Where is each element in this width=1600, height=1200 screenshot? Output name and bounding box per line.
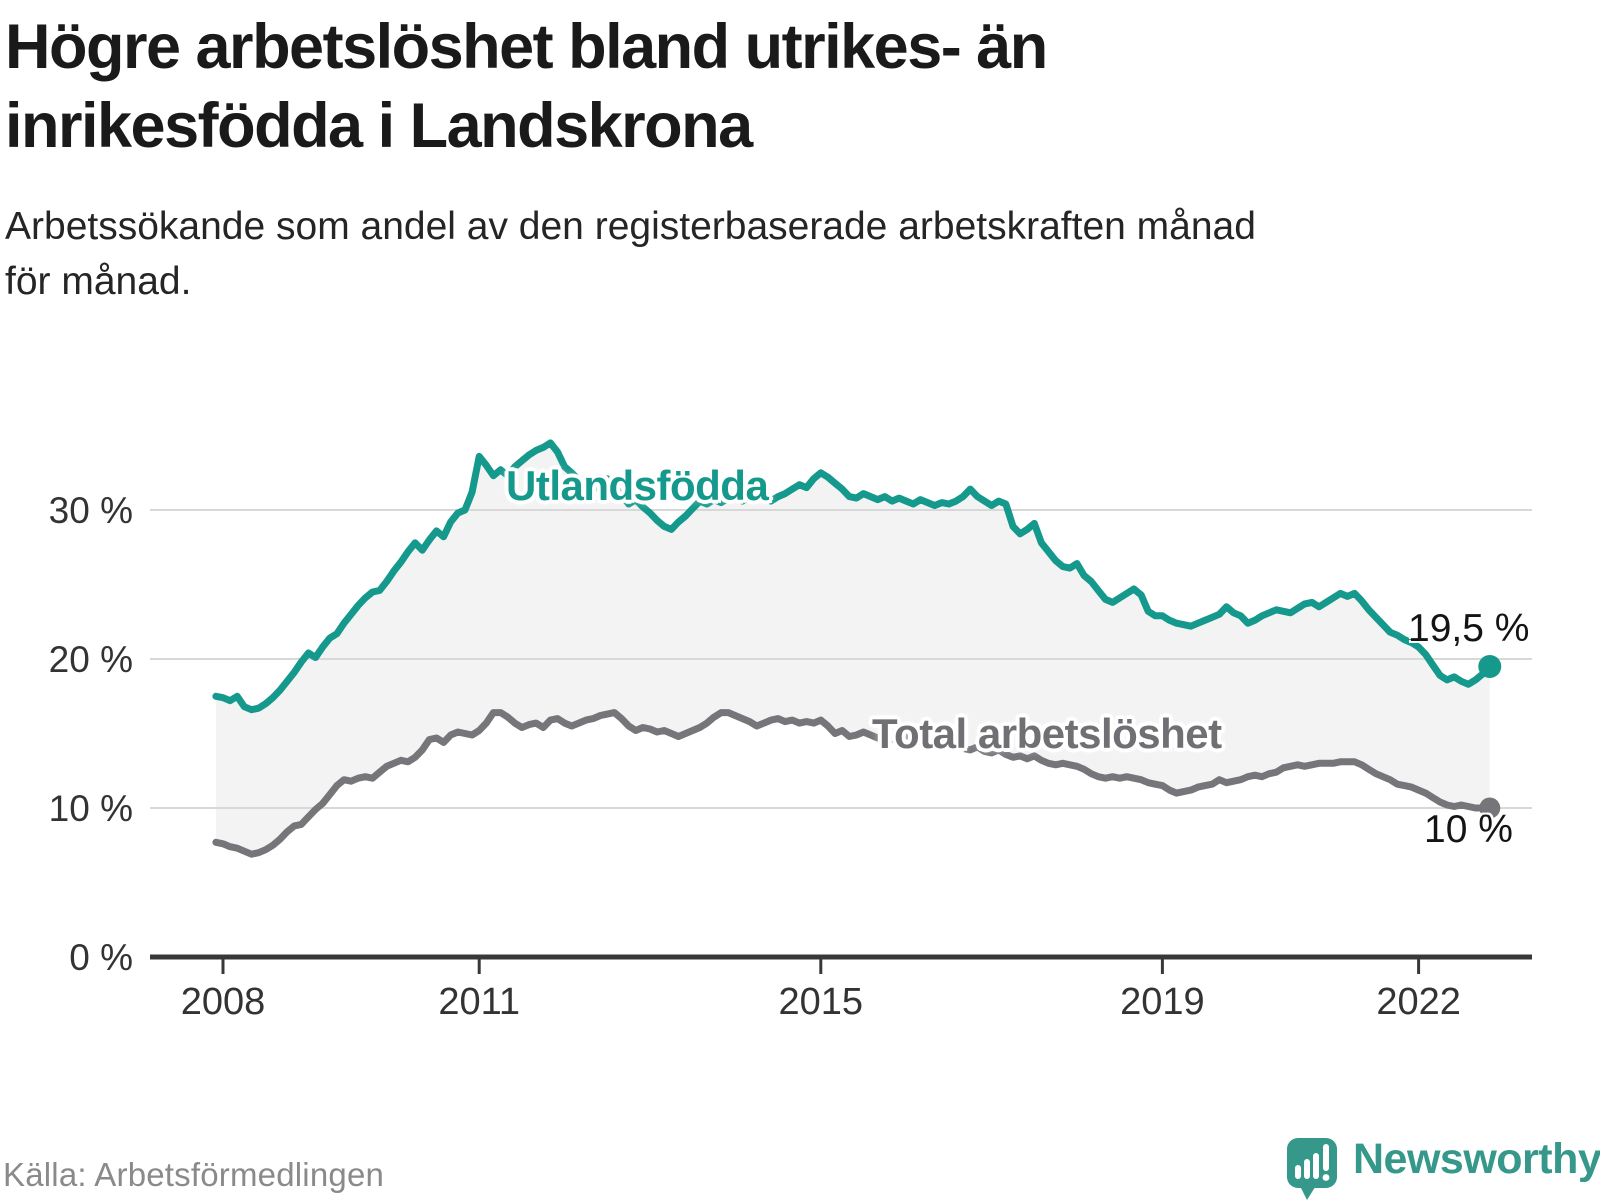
series-label-utlandsfodda: Utlandsfödda [506, 462, 769, 509]
end-value-label-total: 10 % [1424, 808, 1513, 851]
page-subtitle-line-1: Arbetssökande som andel av den registerb… [5, 205, 1256, 248]
page-title-line-2: inrikesfödda i Landskrona [5, 91, 753, 162]
y-tick-label-0: 0 % [69, 937, 133, 978]
end-dot-total [1479, 797, 1501, 819]
x-tick-label-2019: 2019 [1120, 981, 1205, 1023]
page-title-line-1: Högre arbetslöshet bland utrikes- än [5, 12, 1048, 82]
y-tick-label-20: 20 % [49, 639, 133, 680]
page-title: Högre arbetslöshet bland utrikes- än inr… [5, 8, 1455, 167]
end-value-label-utlandsfodda: 19,5 % [1408, 607, 1530, 650]
y-tick-label-30: 30 % [49, 490, 133, 531]
series-label-total-arbetsloshet: Total arbetslöshet [872, 710, 1222, 757]
page-subtitle: Arbetssökande som andel av den registerb… [5, 200, 1565, 309]
end-dot-utlandsfodda [1478, 654, 1502, 678]
x-tick-label-2011: 2011 [438, 981, 520, 1023]
x-tick-label-2008: 2008 [181, 981, 266, 1023]
x-tick-label-2022: 2022 [1376, 981, 1461, 1023]
page-subtitle-line-2: för månad. [5, 259, 192, 303]
brand-logo: Newsworthy [1283, 1126, 1600, 1200]
newsworthy-bubble-icon [1287, 1138, 1337, 1200]
brand-name: Newsworthy [1353, 1135, 1600, 1183]
x-tick-label-2015: 2015 [779, 981, 864, 1023]
source-note: Källa: Arbetsförmedlingen [3, 1156, 385, 1193]
y-tick-label-10: 10 % [49, 788, 133, 829]
line-total-arbetsloshet [212, 709, 1494, 858]
line-utlandsfodda [212, 439, 1494, 714]
band-between-series [215, 442, 1490, 855]
